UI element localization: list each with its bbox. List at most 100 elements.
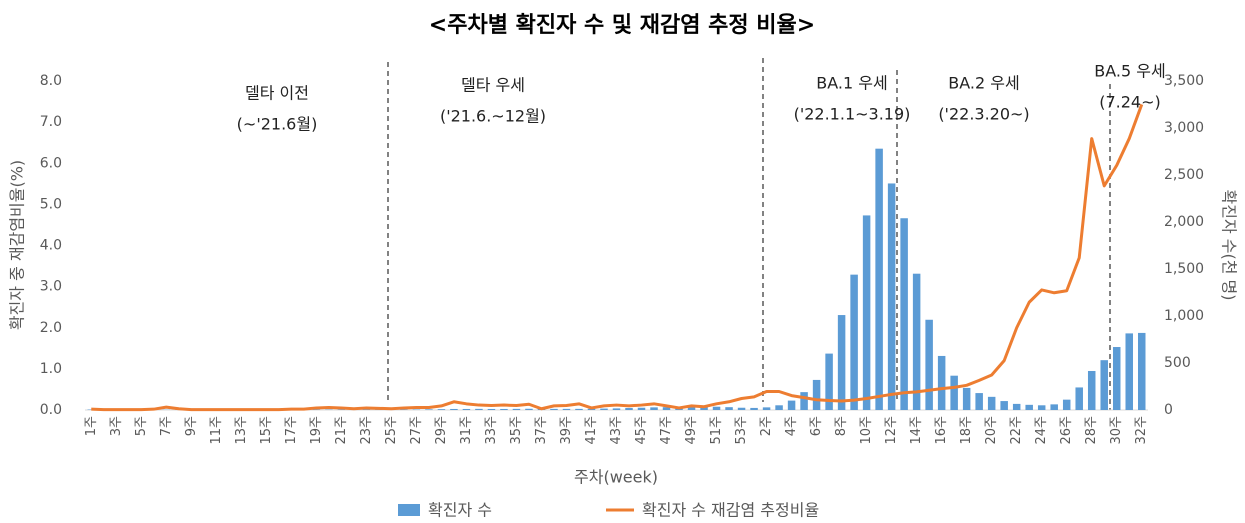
chart-title: <주차별 확진자 수 및 재감염 추정 비율> — [429, 13, 815, 38]
bar — [950, 375, 958, 410]
x-tick-label: 6주 — [809, 416, 824, 436]
line — [91, 103, 1144, 412]
bar — [925, 319, 933, 410]
x-tick-label: 11주 — [209, 416, 224, 445]
y-tick-label: 8.0 — [40, 73, 62, 89]
x-tick-label: 28주 — [1084, 416, 1099, 445]
bar — [600, 408, 608, 410]
y2-tick-label: 1,000 — [1164, 308, 1204, 324]
x-tick-label: 37주 — [534, 416, 549, 445]
bar — [1012, 403, 1021, 410]
x-tick-label: 10주 — [859, 416, 874, 445]
bar — [787, 400, 796, 410]
x-tick-label: 12주 — [884, 416, 899, 445]
y-tick-label: 1.0 — [40, 361, 62, 377]
x-tick-label: 49주 — [684, 416, 699, 445]
bar — [812, 379, 821, 410]
bar — [450, 408, 458, 410]
bar — [750, 407, 758, 410]
y2-tick-label: 2,500 — [1164, 167, 1204, 183]
x-tick-label: 4주 — [784, 416, 799, 436]
y2-tick-label: 0 — [1164, 402, 1173, 418]
annotation: (~'21.6월) — [237, 115, 318, 134]
bar — [512, 408, 521, 410]
annotation: BA.1 우세 — [816, 74, 887, 93]
bar — [487, 408, 496, 410]
y2-tick-label: 3,500 — [1164, 73, 1204, 89]
bar — [875, 148, 883, 410]
bar — [562, 408, 571, 410]
y-tick-label: 4.0 — [40, 238, 62, 254]
x-tick-label: 26주 — [1059, 416, 1074, 445]
bar — [1075, 387, 1083, 410]
bar — [800, 392, 808, 410]
bar — [775, 405, 783, 410]
x-tick-label: 43주 — [609, 416, 624, 445]
bar — [662, 407, 671, 410]
bar — [1062, 399, 1071, 410]
bar — [625, 408, 633, 410]
x-tick-label: 35주 — [509, 416, 524, 445]
y2-tick-label: 500 — [1164, 355, 1191, 371]
bar — [1137, 332, 1146, 410]
bar — [725, 407, 733, 410]
legend-swatch — [398, 504, 420, 516]
y2-tick-label: 1,500 — [1164, 261, 1204, 277]
x-tick-label: 14주 — [909, 416, 924, 445]
annotation: 델타 우세 — [461, 76, 525, 95]
x-axis-title: 주차(week) — [574, 468, 658, 487]
bar — [637, 407, 646, 410]
x-tick-label: 21주 — [334, 416, 349, 445]
x-tick-label: 9주 — [184, 416, 199, 436]
bar — [937, 355, 946, 410]
bar — [1037, 405, 1046, 410]
x-tick-label: 47주 — [659, 416, 674, 445]
x-tick-label: 24주 — [1034, 416, 1049, 445]
x-tick-label: 15주 — [259, 416, 274, 445]
bar — [525, 408, 533, 410]
annotation: 델타 이전 — [245, 84, 309, 103]
y-tick-label: 5.0 — [40, 196, 62, 212]
y-tick-label: 2.0 — [40, 320, 62, 336]
x-tick-label: 31주 — [459, 416, 474, 445]
y2-tick-label: 2,000 — [1164, 214, 1204, 230]
bar — [1087, 370, 1096, 410]
bar — [1025, 404, 1033, 410]
bar — [700, 406, 708, 410]
bar — [987, 396, 996, 410]
x-tick-label: 2주 — [759, 416, 774, 436]
x-tick-label: 33주 — [484, 416, 499, 445]
annotation: BA.5 우세 — [1094, 62, 1165, 81]
bar — [975, 393, 983, 410]
bar — [1125, 333, 1133, 410]
x-tick-label: 23주 — [359, 416, 374, 445]
annotation: ('22.3.20~) — [938, 105, 1029, 124]
x-tick-label: 22주 — [1009, 416, 1024, 445]
bar — [962, 387, 971, 410]
bar — [912, 273, 921, 410]
x-tick-label: 18주 — [959, 416, 974, 445]
x-tick-label: 13주 — [234, 416, 249, 445]
bar — [425, 409, 433, 410]
bar — [575, 408, 583, 410]
bar — [862, 215, 871, 410]
bar — [1100, 360, 1108, 410]
bar — [762, 407, 771, 410]
x-tick-label: 30주 — [1109, 416, 1124, 445]
bar — [612, 408, 621, 410]
legend-label: 확진자 수 — [428, 501, 492, 520]
legend-label: 확진자 수 재감염 추정비율 — [642, 501, 819, 520]
bar — [737, 407, 746, 410]
annotation: (7.24~) — [1099, 93, 1161, 112]
bar — [475, 408, 483, 410]
bar — [837, 315, 846, 410]
bar — [712, 406, 721, 410]
bar — [825, 353, 833, 410]
x-tick-label: 5주 — [134, 416, 149, 436]
y2-axis-title: 확진자 수(천 명) — [1220, 190, 1239, 301]
y-tick-label: 7.0 — [40, 114, 62, 130]
annotation: BA.2 우세 — [948, 74, 1019, 93]
bar — [550, 408, 558, 410]
bar — [850, 274, 858, 410]
